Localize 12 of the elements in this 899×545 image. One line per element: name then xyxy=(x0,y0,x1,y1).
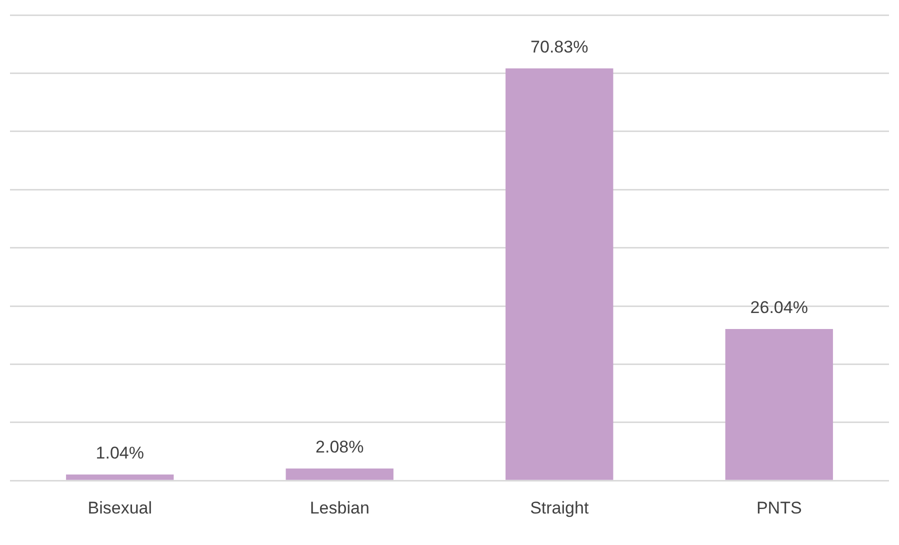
x-tick-label: Bisexual xyxy=(88,498,152,518)
bar xyxy=(286,468,394,480)
x-tick-label: PNTS xyxy=(756,498,802,518)
bar xyxy=(725,329,833,480)
bar xyxy=(506,68,614,480)
bar xyxy=(66,474,174,480)
data-label: 1.04% xyxy=(96,444,144,463)
x-tick-label: Straight xyxy=(530,498,589,518)
data-label: 70.83% xyxy=(530,38,588,57)
data-label: 2.08% xyxy=(316,438,364,457)
data-label: 26.04% xyxy=(750,298,808,318)
x-tick-label: Lesbian xyxy=(310,498,370,518)
